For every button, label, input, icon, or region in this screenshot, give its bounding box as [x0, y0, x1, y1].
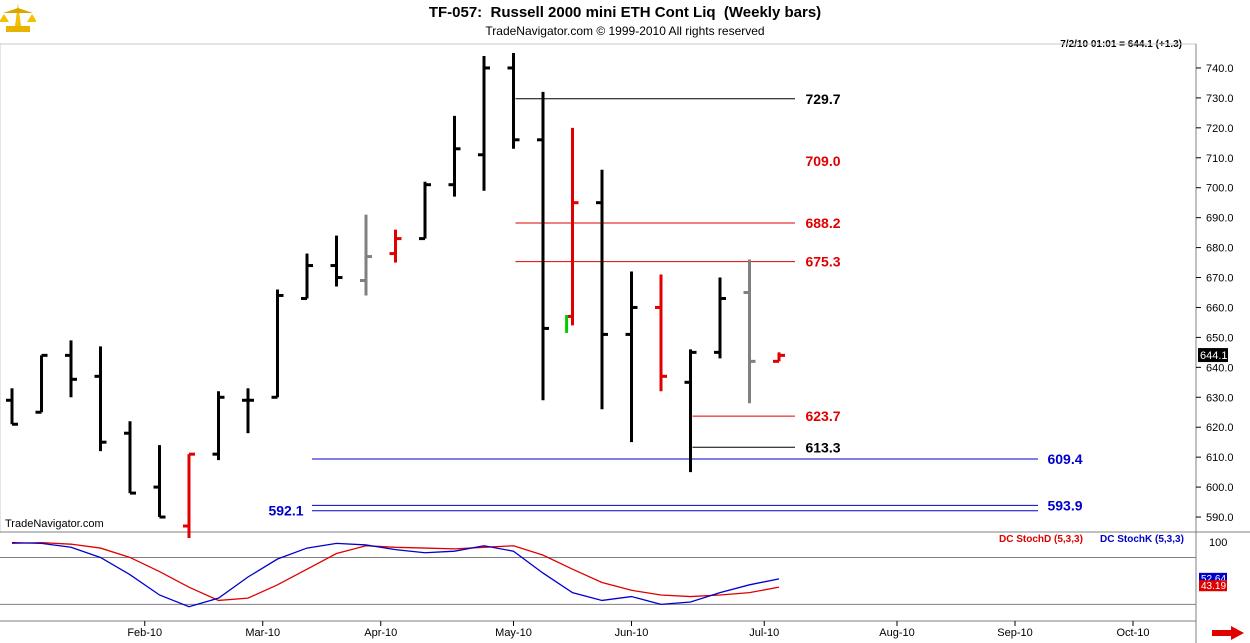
chart-title: TF-057: Russell 2000 mini ETH Cont Liq (…: [428, 4, 822, 21]
level-label: 613.3: [805, 439, 840, 455]
x-tick-label: May-10: [495, 627, 532, 639]
y-tick-label: 730.0: [1206, 93, 1234, 105]
level-label: 688.2: [805, 215, 840, 231]
stoch-k-line: [11, 541, 780, 608]
y-tick-label: 650.0: [1206, 332, 1234, 344]
x-tick-label: Sep-10: [997, 627, 1032, 639]
y-tick-label: 660.0: [1206, 302, 1234, 314]
stoch-k-legend: DC StochK (5,3,3): [1100, 534, 1184, 545]
ohlc-bar: [448, 115, 461, 197]
y-tick-label: 590.0: [1206, 512, 1234, 524]
y-tick-label: 740.0: [1206, 63, 1234, 75]
x-tick-label: Mar-10: [245, 627, 280, 639]
ohlc-bar: [212, 391, 225, 461]
level-label: 592.1: [268, 503, 303, 519]
ohlc-bar: [94, 346, 107, 452]
copyright-notice: TradeNavigator.com © 1999-2010 All right…: [485, 24, 765, 38]
level-label: 675.3: [805, 254, 840, 270]
x-tick-label: Aug-10: [879, 627, 914, 639]
ohlc-bar: [271, 289, 284, 399]
ohlc-bar: [124, 421, 136, 495]
ohlc-bar: [6, 388, 18, 426]
level-label: 623.7: [805, 408, 840, 424]
ohlc-bar: [566, 127, 579, 326]
stoch-d-value: 43.19: [1201, 581, 1226, 592]
ohlc-bar: [743, 259, 756, 404]
ohlc-bar: [330, 235, 343, 287]
y-tick-label: 610.0: [1206, 452, 1234, 464]
ohlc-bar: [242, 388, 254, 434]
stoch-y-tick-label: 100: [1209, 537, 1227, 549]
price-marker-label: 644.1: [1200, 350, 1228, 362]
stoch-d-value-box: [1199, 580, 1227, 592]
ohlc-bar: [183, 452, 195, 538]
ohlc-bar: [684, 349, 697, 473]
x-tick-label: Feb-10: [127, 627, 162, 639]
ohlc-bar: [419, 181, 431, 241]
y-tick-label: 670.0: [1206, 273, 1234, 285]
y-tick-label: 630.0: [1206, 392, 1234, 404]
ohlc-bar: [596, 169, 608, 410]
y-tick-label: 600.0: [1206, 482, 1234, 494]
ohlc-bar: [65, 340, 77, 398]
x-tick-label: Apr-10: [364, 627, 397, 639]
x-tick-label: Jun-10: [615, 627, 649, 639]
y-tick-label: 710.0: [1206, 153, 1234, 165]
stoch-k-value-box: [1199, 572, 1227, 584]
y-tick-label: 640.0: [1206, 362, 1234, 374]
ohlc-bar: [360, 214, 372, 296]
y-tick-label: 720.0: [1206, 123, 1234, 135]
y-tick-label: 680.0: [1206, 243, 1234, 255]
stoch-k-value: 52.64: [1201, 574, 1226, 585]
ohlc-bar: [507, 52, 520, 149]
stoch-d-legend: DC StochD (5,3,3): [999, 534, 1083, 545]
y-tick-label: 700.0: [1206, 183, 1234, 195]
level-label: 609.4: [1047, 451, 1082, 467]
scroll-right-arrow-icon[interactable]: [1211, 626, 1245, 640]
ohlc-bar: [35, 353, 48, 414]
ohlc-bar: [537, 91, 549, 401]
watermark: TradeNavigator.com: [5, 518, 104, 530]
stoch-d-line: [11, 541, 780, 602]
y-tick-label: 690.0: [1206, 213, 1234, 225]
ohlc-bar: [714, 277, 726, 359]
ohlc-bar: [389, 229, 402, 263]
level-label: 729.7: [805, 91, 840, 107]
x-tick-label: Jul-10: [749, 627, 779, 639]
level-label: 709.0: [805, 153, 840, 169]
y-tick-label: 620.0: [1206, 422, 1234, 434]
ohlc-bar: [773, 352, 785, 363]
ohlc-bar: [625, 271, 638, 443]
ohlc-bar: [153, 445, 166, 519]
x-tick-label: Oct-10: [1116, 627, 1149, 639]
ohlc-bar: [655, 274, 667, 392]
ohlc-bar: [301, 253, 313, 300]
ohlc-bar: [478, 55, 490, 191]
trade-navigator-logo-icon: [0, 0, 36, 36]
price-marker-box: [1198, 348, 1228, 363]
level-label: 593.9: [1047, 497, 1082, 513]
